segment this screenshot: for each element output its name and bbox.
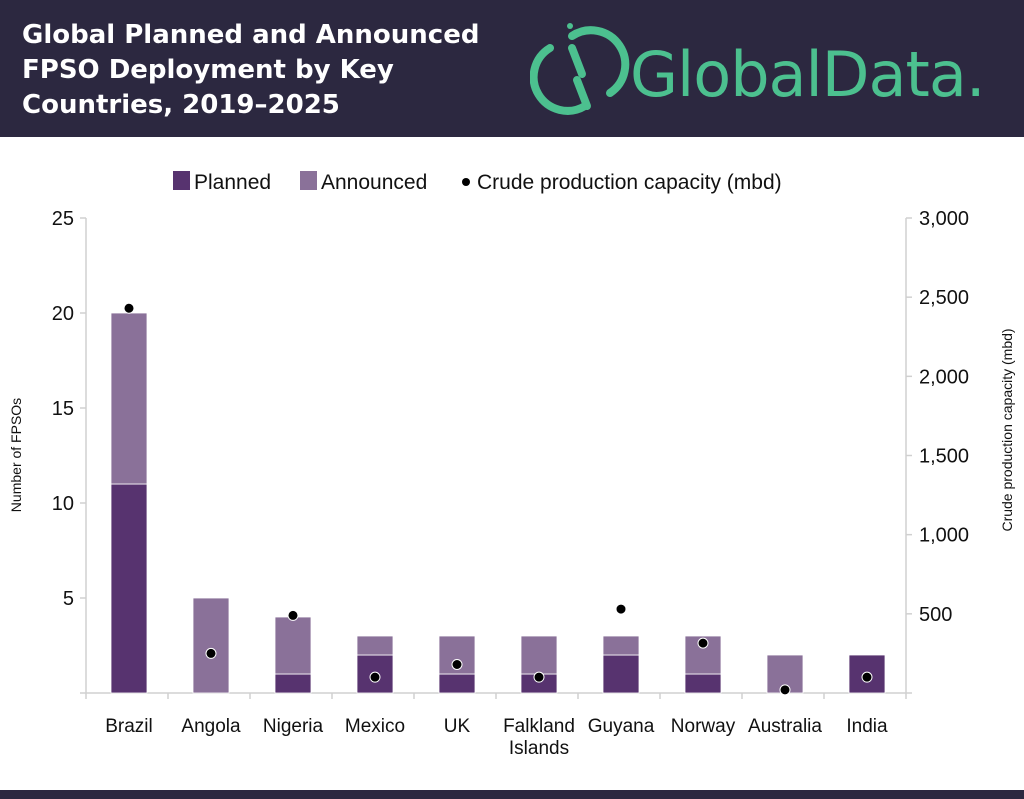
bar-planned xyxy=(438,673,476,694)
left-axis: 5 10 15 20 25 xyxy=(52,208,87,693)
bar-group-australia xyxy=(766,654,804,694)
footer-bar xyxy=(0,790,1024,799)
category-label: Islands xyxy=(509,738,569,759)
left-tick-label: 25 xyxy=(52,208,74,230)
right-tick-label: 2,000 xyxy=(919,366,969,388)
title-line-3: Countries, 2019–2025 xyxy=(22,90,340,120)
bar-planned xyxy=(684,673,722,694)
right-tick-label: 500 xyxy=(919,604,952,626)
capacity-point xyxy=(779,684,791,696)
category-label: Australia xyxy=(748,716,822,737)
category-label: Guyana xyxy=(588,716,655,737)
capacity-point xyxy=(861,671,873,683)
capacity-point xyxy=(205,647,217,659)
bar-announced xyxy=(602,635,640,656)
bar-announced xyxy=(110,312,148,485)
right-axis: 500 1,000 1,500 2,000 2,500 3,000 xyxy=(905,208,969,693)
capacity-point xyxy=(123,302,135,314)
bar-group-uk xyxy=(438,635,476,694)
bar-planned xyxy=(274,673,312,694)
right-tick-label: 1,500 xyxy=(919,446,969,468)
legend-label-capacity: Crude production capacity (mbd) xyxy=(477,171,782,194)
bar-group-norway xyxy=(684,635,722,694)
bar-group-brazil xyxy=(110,312,148,694)
category-label: Falkland xyxy=(503,716,575,737)
right-tick-label: 1,000 xyxy=(919,525,969,547)
bar-group-falkland-islands xyxy=(520,635,558,694)
bar-announced xyxy=(274,616,312,675)
title-line-1: Global Planned and Announced xyxy=(22,20,480,50)
legend-label-announced: Announced xyxy=(321,171,427,194)
capacity-point xyxy=(697,637,709,649)
category-label: Angola xyxy=(181,716,241,737)
bar-announced xyxy=(192,597,230,694)
right-axis-title: Crude production capacity (mbd) xyxy=(999,328,1015,531)
capacity-point xyxy=(369,671,381,683)
bar-planned xyxy=(602,654,640,694)
category-label: UK xyxy=(444,716,471,737)
left-tick-label: 5 xyxy=(63,588,74,610)
bar-announced xyxy=(356,635,394,656)
globaldata-logo-text: GlobalData. xyxy=(630,38,985,111)
capacity-point xyxy=(615,603,627,615)
chart-title: Global Planned and Announced FPSO Deploy… xyxy=(22,18,522,123)
bar-announced xyxy=(520,635,558,675)
bar-group-angola xyxy=(192,597,230,694)
legend-label-planned: Planned xyxy=(194,171,271,194)
legend-swatch-announced xyxy=(300,171,317,190)
bar-announced xyxy=(766,654,804,694)
capacity-point xyxy=(451,659,463,670)
chart-area: Planned Announced Crude production capac… xyxy=(8,171,1015,759)
left-tick-label: 20 xyxy=(52,303,74,325)
category-label: India xyxy=(846,716,888,737)
title-line-2: FPSO Deployment by Key xyxy=(22,55,394,85)
legend-swatch-planned xyxy=(173,171,190,190)
right-tick-label: 2,500 xyxy=(919,287,969,309)
bar-group-mexico xyxy=(356,635,394,694)
bar-group-nigeria xyxy=(274,616,312,694)
bar-planned xyxy=(110,483,148,694)
right-tick-label: 3,000 xyxy=(919,208,969,230)
bar-group-guyana xyxy=(602,635,640,694)
bar-announced xyxy=(438,635,476,675)
globaldata-logo-icon xyxy=(530,23,630,115)
left-tick-label: 10 xyxy=(52,493,74,515)
category-label: Mexico xyxy=(345,716,405,737)
category-label: Norway xyxy=(671,716,736,737)
header-banner: Global Planned and Announced FPSO Deploy… xyxy=(0,0,1024,137)
legend: Planned Announced Crude production capac… xyxy=(173,171,782,194)
left-tick-label: 15 xyxy=(52,398,74,420)
legend-marker-capacity xyxy=(462,178,470,186)
category-label: Brazil xyxy=(105,716,153,737)
left-axis-title: Number of FPSOs xyxy=(8,398,24,512)
capacity-point xyxy=(287,609,299,621)
category-label: Nigeria xyxy=(263,716,324,737)
capacity-point xyxy=(533,671,545,683)
globaldata-logo: GlobalData. xyxy=(530,23,986,115)
